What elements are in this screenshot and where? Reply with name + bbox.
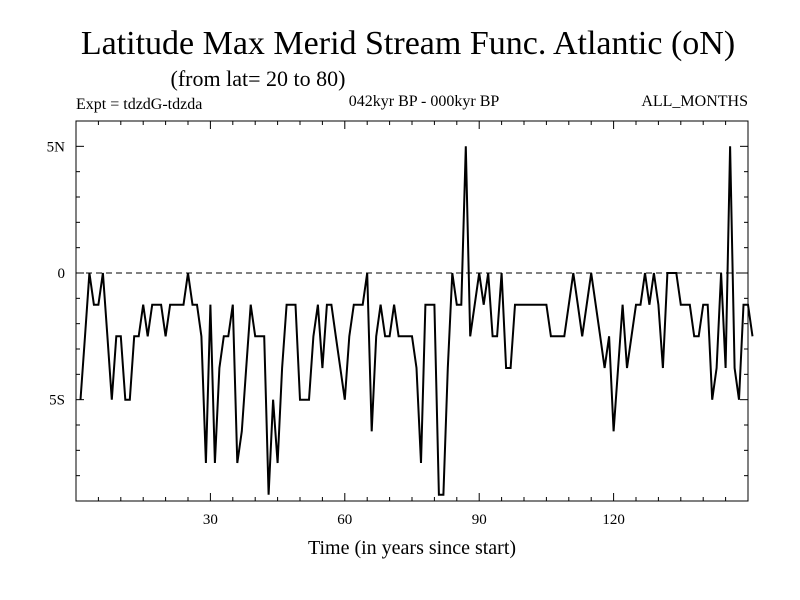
experiment-label: Expt = tdzdG-tdzda xyxy=(76,96,202,113)
plot-area: 30 60 90 120 5N 0 5S xyxy=(47,120,754,528)
chart-title: Latitude Max Merid Stream Func. Atlantic… xyxy=(81,25,735,62)
y-tick-label: 5N xyxy=(47,139,66,155)
x-axis-label: Time (in years since start) xyxy=(308,537,516,559)
months-label: ALL_MONTHS xyxy=(641,93,748,110)
chart-subtitle: (from lat= 20 to 80) xyxy=(171,66,346,91)
x-tick-label: 60 xyxy=(337,512,352,528)
x-tick-label: 90 xyxy=(472,512,487,528)
y-tick-label: 5S xyxy=(49,393,65,409)
x-tick-label: 120 xyxy=(602,512,625,528)
series-line xyxy=(79,146,754,496)
y-tick-label: 0 xyxy=(58,266,66,282)
x-tick-label: 30 xyxy=(203,512,218,528)
period-label: 042kyr BP - 000kyr BP xyxy=(349,93,500,110)
plot-frame xyxy=(75,120,749,502)
